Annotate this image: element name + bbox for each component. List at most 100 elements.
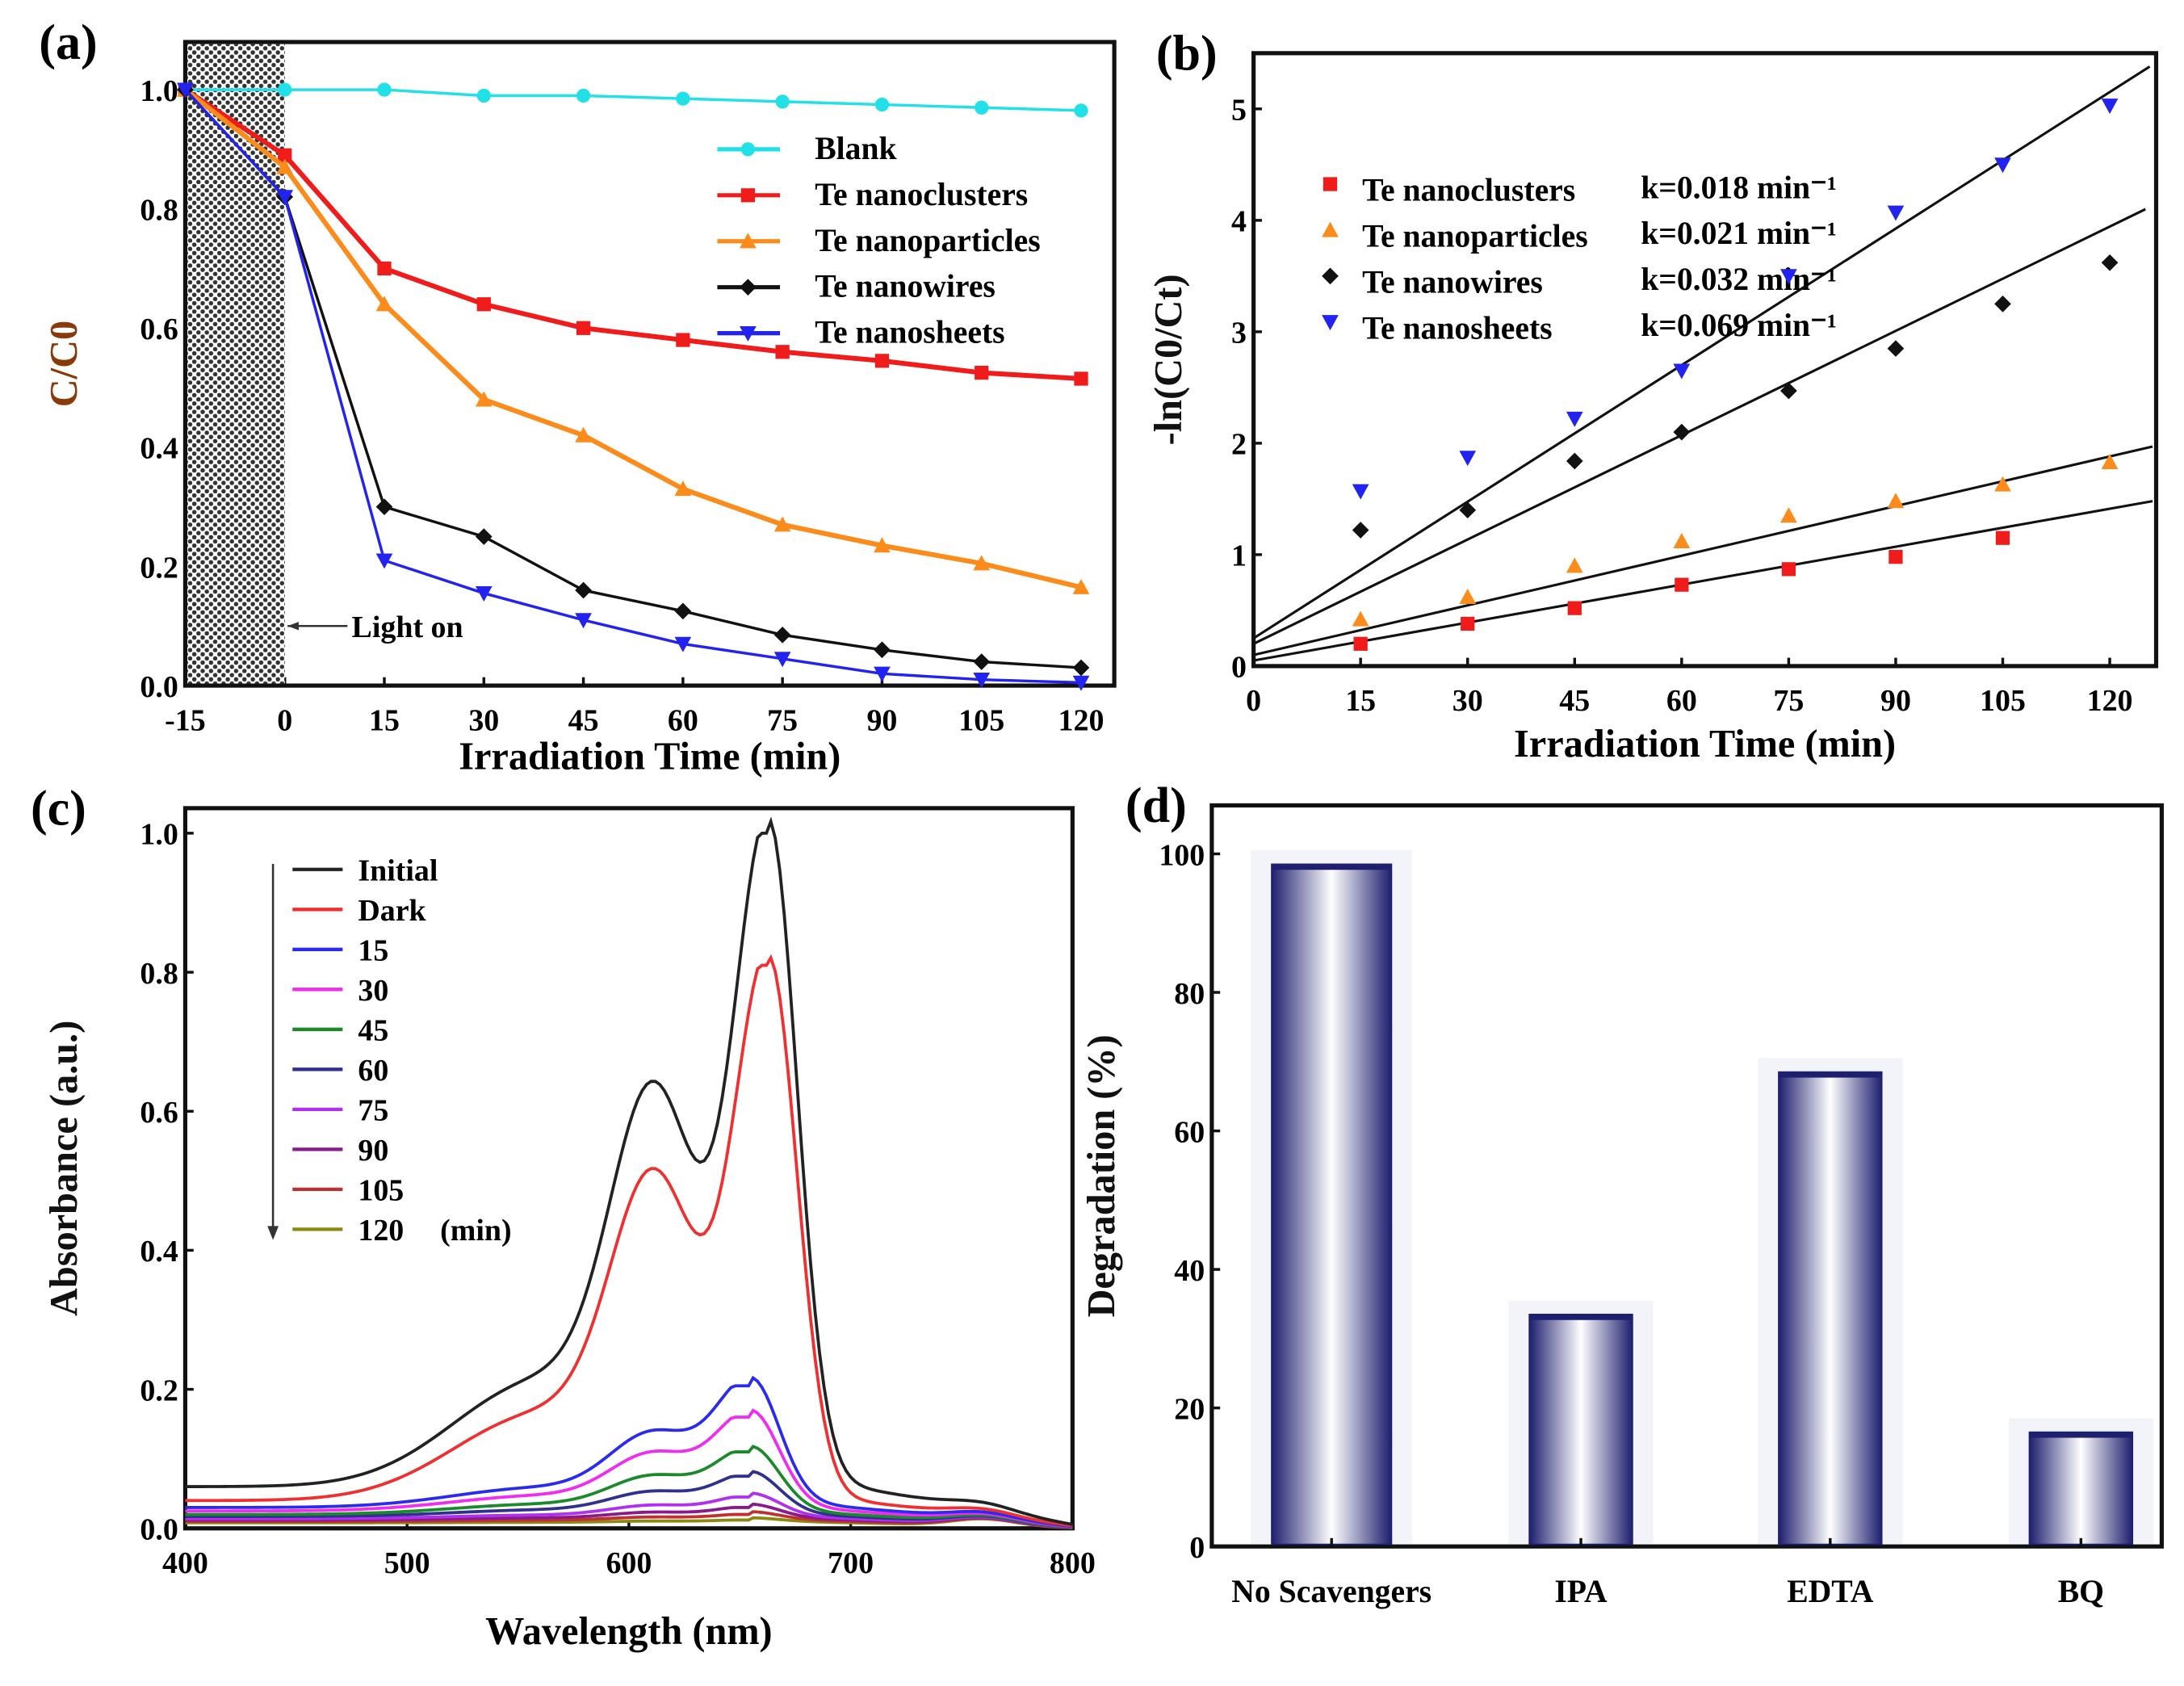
data-point-diamond bbox=[1566, 452, 1583, 470]
data-point-diamond bbox=[575, 581, 592, 599]
y-tick-label: 0.2 bbox=[140, 551, 178, 585]
y-tick-label: 80 bbox=[1174, 977, 1205, 1011]
data-point-square bbox=[1995, 531, 2010, 545]
series-line bbox=[184, 88, 1082, 685]
panel-d: 0 20 40 60 80 100 Degradation (%) (d) No Scaveng… bbox=[1080, 778, 2164, 1609]
y-tick-label: 0.2 bbox=[140, 1374, 178, 1407]
y-axis-label: -ln(C0/Ct) bbox=[1147, 274, 1190, 445]
rate-constant-label: k=0.069 min⁻¹ bbox=[1641, 308, 1837, 343]
y-tick-label: 20 bbox=[1174, 1392, 1205, 1426]
y-tick-label: 0 bbox=[1189, 1531, 1205, 1565]
y-tick-label: 1.0 bbox=[140, 74, 178, 108]
arrow-head-icon bbox=[287, 622, 299, 631]
data-point-triangle-up bbox=[475, 391, 493, 407]
data-point-square bbox=[1675, 577, 1689, 592]
y-tick-label: 0.8 bbox=[140, 957, 178, 991]
data-point-triangle-down bbox=[575, 613, 592, 629]
legend-label: 75 bbox=[358, 1094, 388, 1128]
y-tick-label: 1.0 bbox=[140, 818, 178, 852]
data-point-triangle-up bbox=[375, 296, 393, 312]
data-point-square bbox=[278, 148, 292, 162]
plot-frame bbox=[1209, 803, 2164, 1549]
data-point-triangle-up bbox=[674, 480, 692, 497]
x-tick-label: 120 bbox=[2087, 684, 2133, 718]
spectrum-line bbox=[185, 1445, 1073, 1529]
data-point-triangle-up bbox=[1459, 588, 1477, 604]
x-tick-label: 600 bbox=[606, 1546, 652, 1580]
legend-label: Initial bbox=[358, 854, 438, 888]
data-point-triangle-down bbox=[1072, 675, 1090, 691]
x-axis-label: Wavelength (nm) bbox=[485, 1610, 773, 1653]
data-point-diamond bbox=[1352, 522, 1369, 539]
data-point-triangle-up bbox=[1780, 507, 1797, 523]
data-point-diamond bbox=[1459, 501, 1477, 519]
x-tick-label: 45 bbox=[568, 703, 599, 737]
data-point-triangle-up bbox=[1673, 532, 1691, 548]
spectrum-line bbox=[185, 1375, 1073, 1529]
x-tick-label: -15 bbox=[165, 703, 206, 737]
data-point-triangle-down bbox=[1780, 269, 1797, 285]
data-point-triangle-up bbox=[1322, 221, 1339, 237]
legend-label: Dark bbox=[358, 894, 426, 928]
data-point-diamond bbox=[1887, 340, 1905, 357]
dark-region bbox=[187, 44, 285, 684]
data-point-triangle-down bbox=[874, 666, 891, 682]
y-tick-label: 40 bbox=[1174, 1254, 1205, 1288]
spectrum-line bbox=[185, 1408, 1073, 1529]
y-tick-label: 0.6 bbox=[140, 1096, 178, 1130]
legend-label: Te nanoparticles bbox=[815, 223, 1040, 258]
data-point-diamond bbox=[874, 641, 891, 659]
y-tick-label: 0.8 bbox=[140, 193, 178, 227]
data-point-triangle-down bbox=[1566, 411, 1583, 427]
series-line bbox=[183, 87, 1082, 590]
data-point-circle bbox=[278, 82, 292, 97]
data-point-triangle-down bbox=[1994, 157, 2011, 174]
legend-label: 120 bbox=[358, 1214, 404, 1248]
y-tick-label: 0.4 bbox=[140, 432, 178, 466]
panel-c: 0.0 0.2 0.4 0.6 0.8 1.0 400 500 600 700 800 Wavelen… bbox=[31, 782, 1096, 1653]
y-tick-label: 60 bbox=[1174, 1115, 1205, 1149]
y-tick-label: 0.0 bbox=[140, 670, 178, 704]
fit-line bbox=[1252, 65, 2151, 640]
bar bbox=[2028, 1431, 2134, 1546]
data-point-triangle-down bbox=[1887, 205, 1905, 221]
panel-label: (b) bbox=[1156, 27, 1218, 82]
panel-label: (c) bbox=[31, 782, 86, 837]
data-point-triangle-down bbox=[177, 82, 194, 99]
x-tick-label: 700 bbox=[828, 1546, 874, 1580]
data-point-square bbox=[576, 321, 591, 335]
data-point-triangle-down bbox=[674, 636, 692, 652]
panel-a: 0.0 0.2 0.4 0.6 0.8 1.0 -15 0 15 30 45 60 75 90 105 120… bbox=[39, 15, 1117, 778]
x-tick-label: 90 bbox=[866, 703, 897, 737]
y-axis-label: C/C0 bbox=[43, 321, 86, 407]
x-tick-label: 120 bbox=[1058, 703, 1105, 737]
data-point-diamond bbox=[475, 528, 493, 545]
x-tick-label: 30 bbox=[468, 703, 499, 737]
data-point-circle bbox=[740, 142, 756, 157]
x-tick-label: 105 bbox=[958, 703, 1004, 737]
data-point-diamond bbox=[2101, 254, 2119, 271]
panel-label: (d) bbox=[1126, 778, 1187, 833]
plot-frame bbox=[182, 806, 1075, 1531]
data-point-circle bbox=[377, 82, 392, 97]
y-tick-label: 0.6 bbox=[140, 312, 178, 346]
legend-label: Te nanowires bbox=[815, 269, 996, 304]
spectrum-line bbox=[185, 954, 1073, 1528]
y-tick-label: 5 bbox=[1231, 94, 1247, 128]
data-point-triangle-up bbox=[1994, 476, 2011, 492]
x-axis-label: Irradiation Time (min) bbox=[459, 736, 840, 778]
x-tick-label: 15 bbox=[369, 703, 400, 737]
series-line bbox=[185, 88, 1082, 112]
panel-label: (a) bbox=[39, 15, 97, 70]
data-point-square bbox=[1567, 601, 1582, 615]
data-point-diamond bbox=[674, 602, 692, 620]
data-point-triangle-up bbox=[773, 516, 791, 532]
x-tick-label: 60 bbox=[668, 703, 698, 737]
bar bbox=[1778, 1071, 1883, 1546]
y-tick-label: 100 bbox=[1159, 838, 1205, 872]
data-point-triangle-down bbox=[740, 325, 757, 342]
data-point-circle bbox=[775, 94, 790, 109]
data-point-square bbox=[1323, 177, 1338, 191]
data-point-triangle-down bbox=[2101, 99, 2119, 115]
bar bbox=[1271, 863, 1393, 1546]
